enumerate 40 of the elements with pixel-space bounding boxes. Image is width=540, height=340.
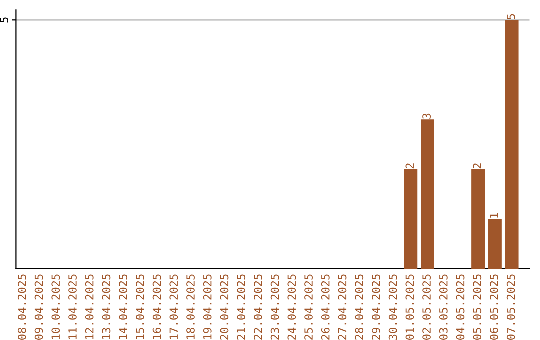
- data-label: 2: [406, 164, 414, 169]
- x-tick-label: 04.05.2025: [456, 274, 465, 340]
- x-tick-label: 14.04.2025: [119, 274, 128, 340]
- x-tick-label: 26.04.2025: [321, 274, 330, 340]
- bar: [420, 120, 434, 269]
- x-tick-label: 09.04.2025: [34, 274, 44, 340]
- x-tick-label: 08.04.2025: [18, 274, 26, 340]
- bar: [404, 169, 418, 269]
- x-tick-label: 05.05.2025: [473, 274, 482, 340]
- x-tick-label: 13.04.2025: [102, 274, 111, 340]
- x-tick-label: 16.04.2025: [152, 274, 162, 340]
- x-tick-label: 12.04.2025: [85, 274, 94, 340]
- bar: [488, 219, 502, 269]
- x-tick-label: 02.05.2025: [422, 274, 431, 340]
- x-tick-label: 24.04.2025: [288, 274, 296, 340]
- x-tick-label: 27.04.2025: [338, 274, 347, 340]
- x-tick-label: 20.04.2025: [220, 274, 229, 340]
- x-tick-label: 19.04.2025: [203, 274, 212, 340]
- x-tick-label: 30.04.2025: [388, 274, 398, 340]
- x-tick-label: 01.05.2025: [406, 274, 414, 340]
- x-tick-label: 17.04.2025: [170, 274, 178, 340]
- data-label: 3: [422, 114, 431, 119]
- x-tick-label: 03.05.2025: [439, 274, 448, 340]
- data-label: 1: [490, 213, 498, 218]
- x-tick-label: 11.04.2025: [68, 274, 77, 340]
- x-tick-label: 23.04.2025: [270, 274, 280, 340]
- x-tick-label: 07.05.2025: [506, 274, 516, 340]
- x-tick-label: 15.04.2025: [136, 274, 144, 340]
- x-tick-label: 06.05.2025: [490, 274, 498, 340]
- data-label: 5: [507, 14, 516, 20]
- x-tick-label: 10.04.2025: [52, 274, 60, 340]
- x-tick-label: 29.04.2025: [372, 274, 380, 340]
- x-tick-label: 22.04.2025: [254, 274, 262, 340]
- x-tick-label: 25.04.2025: [304, 274, 313, 340]
- data-label: 2: [473, 164, 482, 169]
- x-tick-label: 21.04.2025: [237, 274, 246, 340]
- bar: [505, 20, 519, 269]
- x-tick-label: 28.04.2025: [355, 274, 364, 340]
- x-tick-label: 18.04.2025: [186, 274, 195, 340]
- bar: [472, 169, 486, 269]
